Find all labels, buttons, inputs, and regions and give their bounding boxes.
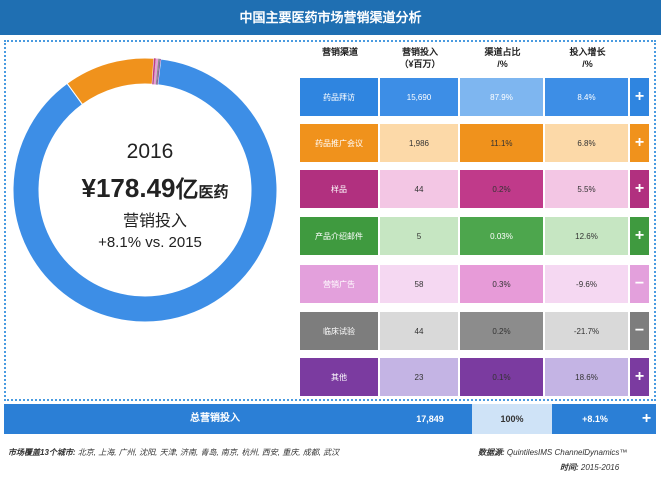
table-cell-channel: 产品介绍邮件 <box>300 217 378 255</box>
table-cell-investment: 44 <box>380 170 458 208</box>
table-cell-channel: 药品推广会议 <box>300 124 378 162</box>
footer-cities-label: 市场覆盖13个城市: <box>8 448 76 457</box>
center-growth: +8.1% vs. 2015 <box>98 234 202 251</box>
table-header-4: 投入增长 /% <box>569 47 606 69</box>
table-cell-growth: 8.4% <box>545 78 628 116</box>
table-cell-channel: 营销广告 <box>300 265 378 303</box>
table-cell-investment: 58 <box>380 265 458 303</box>
chart-frame <box>4 40 656 401</box>
footer-cities-list: 北京, 上海, 广州, 沈阳, 天津, 济南, 青岛, 南京, 杭州, 西安, … <box>77 448 340 457</box>
footer-cities: 市场覆盖13个城市: 北京, 上海, 广州, 沈阳, 天津, 济南, 青岛, 南… <box>8 447 339 458</box>
donut-slice-7 <box>157 58 161 85</box>
plus-icon: + <box>630 124 649 162</box>
table-cell-share: 0.2% <box>460 312 543 350</box>
table-cell-channel: 其他 <box>300 358 378 396</box>
footer-time: 时间: 2015-2016 <box>560 462 619 473</box>
table-cell-investment: 1,986 <box>380 124 458 162</box>
table-header-2: 营销投入 （¥百万） <box>399 47 441 69</box>
table-cell-share: 87.9% <box>460 78 543 116</box>
table-cell-share: 11.1% <box>460 124 543 162</box>
table-cell-growth: -21.7% <box>545 312 628 350</box>
table-cell-growth: 6.8% <box>545 124 628 162</box>
table-cell-investment: 23 <box>380 358 458 396</box>
chart-title: 中国主要医药市场营销渠道分析 <box>0 0 661 35</box>
table-cell-channel: 临床试验 <box>300 312 378 350</box>
center-amount-value: ¥178.49 <box>81 173 176 203</box>
table-cell-growth: 5.5% <box>545 170 628 208</box>
footer-source-label: 数据源: <box>478 448 505 457</box>
table-cell-growth: 18.6% <box>545 358 628 396</box>
donut-slice-2 <box>66 57 155 106</box>
center-year: 2016 <box>126 140 174 163</box>
table-cell-investment: 15,690 <box>380 78 458 116</box>
table-cell-share: 0.1% <box>460 358 543 396</box>
table-header-3: 渠道占比 /% <box>484 47 521 69</box>
plus-icon: + <box>630 78 649 116</box>
center-amount-suffix: 医药 <box>198 184 229 201</box>
table-cell-share: 0.3% <box>460 265 543 303</box>
total-plus-icon: + <box>641 410 652 427</box>
table-cell-channel: 药品拜访 <box>300 78 378 116</box>
donut-slice-1 <box>12 58 278 323</box>
donut-slice-5 <box>153 58 159 85</box>
total-investment: 17,849 <box>416 414 444 424</box>
donut-slice-4 <box>153 58 156 85</box>
table-cell-growth: 12.6% <box>545 217 628 255</box>
total-label: 总营销投入 <box>190 413 240 424</box>
plus-icon: + <box>630 217 649 255</box>
donut-slice-3 <box>152 58 156 85</box>
center-amount-unit: 亿 <box>175 176 199 202</box>
plus-icon: + <box>630 170 649 208</box>
total-row <box>4 404 656 434</box>
footer-time-value: 2015-2016 <box>580 463 620 472</box>
footer-source-value: QuintilesIMS ChannelDynamics™ <box>506 448 628 457</box>
donut-chart <box>12 57 278 323</box>
table-cell-growth: -9.6% <box>545 265 628 303</box>
plus-icon: + <box>630 358 649 396</box>
total-growth: +8.1% <box>582 414 608 424</box>
donut-slice-6 <box>155 58 160 85</box>
minus-icon: − <box>630 312 649 350</box>
footer-source: 数据源: QuintilesIMS ChannelDynamics™ <box>478 447 627 458</box>
center-label: 营销投入 <box>122 213 187 230</box>
table-cell-share: 0.03% <box>460 217 543 255</box>
table-cell-channel: 样品 <box>300 170 378 208</box>
table-header-1: 营销渠道 <box>321 47 358 57</box>
total-share: 100% <box>472 404 552 434</box>
center-amount: ¥178.49亿医药 <box>40 170 270 204</box>
minus-icon: − <box>630 265 649 303</box>
table-cell-investment: 5 <box>380 217 458 255</box>
table-cell-share: 0.2% <box>460 170 543 208</box>
footer-time-label: 时间: <box>560 463 579 472</box>
table-cell-investment: 44 <box>380 312 458 350</box>
